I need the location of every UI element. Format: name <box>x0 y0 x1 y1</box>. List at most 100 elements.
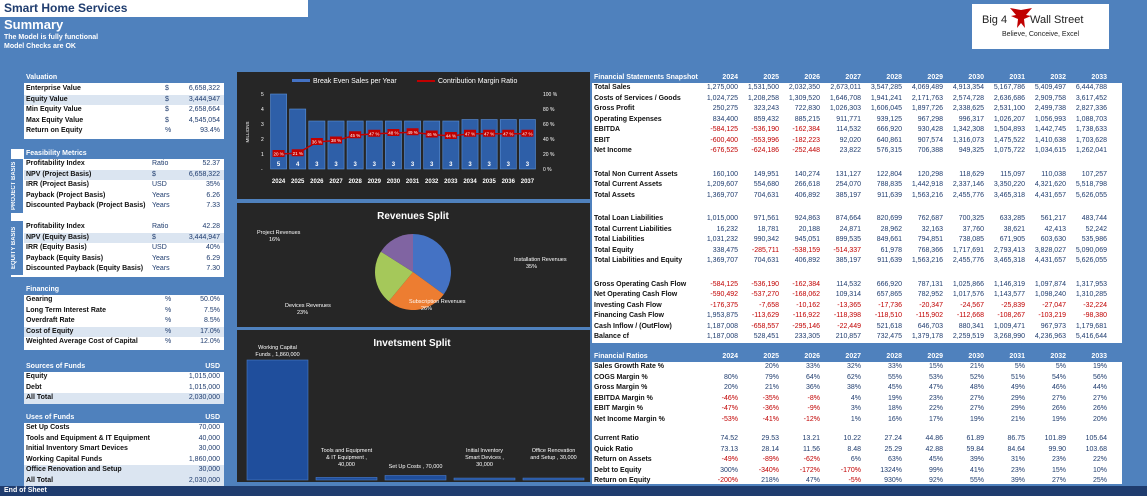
section-title: Sources of Funds <box>26 363 86 370</box>
metric-label: Tools and Equipment & IT Equipment <box>26 434 150 442</box>
row-label: Total Liabilities and Equity <box>594 257 683 264</box>
investment-split-svg: Invetsment Split Working Capital Funds , 1… <box>246 338 585 481</box>
metric-value: 2,030,000 <box>188 394 220 401</box>
cell-value: 29.53 <box>761 435 779 442</box>
metric-unit: $ <box>152 233 156 241</box>
slice-percent-label: 23% <box>297 310 308 316</box>
year-header: 2024 <box>722 353 738 360</box>
metric-row: IRR (Project Basis) USD 35% <box>24 180 224 191</box>
cell-value: -252,448 <box>792 147 820 154</box>
app-title: Smart Home Services <box>0 0 308 17</box>
margin-label-bg <box>291 149 304 157</box>
x-tick: 2032 <box>425 179 439 185</box>
metric-row: NPV (Project Basis) $6,658,322 <box>24 169 224 180</box>
cell-value: 1,026,303 <box>829 105 861 112</box>
x-tick: 2031 <box>406 179 420 185</box>
cell-value: 782,952 <box>917 291 943 298</box>
legend-label-bar: Break Even Sales per Year <box>313 78 397 85</box>
margin-data-label: 48 % <box>388 131 398 136</box>
metric-label: Payback (Equity Basis) <box>26 254 104 262</box>
table-row: Current Ratio 74.52 29.53 13.21 10.22 27.24 44… <box>592 435 1122 446</box>
cell-value: 54% <box>1051 373 1066 381</box>
table-row: Total Liabilities and Equity 1,369,707 704… <box>592 257 1122 268</box>
cell-value: 31% <box>1010 456 1025 463</box>
cell-value: 971,561 <box>753 215 779 222</box>
left-tick: - <box>261 167 263 173</box>
slice-name-label: Devices Revenues <box>285 303 331 309</box>
row-label: Net Operating Cash Flow <box>594 291 678 298</box>
metric-label: Profitability Index <box>26 160 85 167</box>
margin-data-label: 38 % <box>331 138 341 143</box>
cell-value: -103,219 <box>1038 312 1066 319</box>
cell-value: -5% <box>848 477 861 484</box>
row-label: Sales Growth Rate % <box>594 363 665 370</box>
metric-label: Enterprise Value <box>26 85 81 92</box>
cell-value: 16,232 <box>716 225 738 233</box>
cell-value: 61,978 <box>880 246 902 254</box>
cell-value: 26% <box>1051 405 1066 412</box>
cell-value: 911,771 <box>836 115 861 123</box>
row-label: Total Current Assets <box>594 181 663 188</box>
cell-value: 1,703,628 <box>1075 136 1107 144</box>
cell-value: 29% <box>1010 405 1025 412</box>
metric-unit: USD <box>152 181 167 188</box>
margin-label-bg <box>406 128 419 136</box>
cell-value: 5,167,786 <box>993 84 1025 91</box>
cell-value: 787,131 <box>917 280 943 288</box>
table-row: EBIT Margin % -47% -36% -9% 3% 18% 22% 27% 29% 26… <box>592 405 1122 416</box>
cell-value: 1,208,258 <box>747 94 779 102</box>
cell-value: 27% <box>969 405 984 412</box>
metric-row: Overdraft Rate% 8.5% <box>24 316 224 327</box>
cell-value: 1,369,707 <box>706 191 738 199</box>
cell-value: 103.68 <box>1085 445 1107 453</box>
metric-unit: % <box>165 327 172 335</box>
table-row: Debt to Equity 300% -340% -172% -170% 1324% 99… <box>592 467 1122 478</box>
metric-value: 40,000 <box>198 434 220 442</box>
cell-value: -176,375 <box>710 301 738 309</box>
cell-value: 738,085 <box>958 236 984 243</box>
metric-row: All Total 2,030,000 <box>24 393 224 404</box>
metric-unit: Years <box>152 202 170 209</box>
cell-value: 603,630 <box>1040 236 1066 243</box>
cell-value: 49% <box>1010 384 1025 391</box>
cell-value: 1,504,893 <box>993 126 1025 133</box>
cell-value: 4,069,489 <box>911 84 943 91</box>
row-label: Return on Equity <box>594 477 651 484</box>
cell-value: 2,499,738 <box>1034 105 1066 112</box>
metric-label: Set Up Costs <box>26 424 70 431</box>
metric-value: 4,545,054 <box>188 116 220 124</box>
cell-value: 6% <box>850 456 861 463</box>
margin-label-bg <box>310 138 323 145</box>
year-header: 2025 <box>763 353 779 360</box>
metric-unit: Years <box>152 191 170 199</box>
cell-value: 1,606,045 <box>870 105 902 112</box>
table-row: Total Liabilities 1,031,232 990,342 945,051… <box>592 236 1122 247</box>
cell-value: -36% <box>762 405 779 412</box>
slice-name-label: Subscription Revenues <box>409 299 466 305</box>
investment-bar <box>522 477 585 481</box>
cell-value: 21% <box>969 363 984 370</box>
section-unit: USD <box>205 363 220 370</box>
year-header: 2026 <box>804 353 820 360</box>
table-row: Total Assets 1,369,707 704,631 406,892 385,1… <box>592 192 1122 203</box>
metric-value: 35% <box>205 181 220 188</box>
year-header: 2028 <box>886 353 902 360</box>
cell-value: 1,369,707 <box>706 257 738 264</box>
table-row: EBITDA -584,125 -536,190 -162,384 114,532 666… <box>592 126 1122 137</box>
metric-row: Set Up Costs 70,000 <box>24 423 224 434</box>
cell-value: 27% <box>1051 394 1066 402</box>
table-row: Net Operating Cash Flow -590,492 -537,270 -… <box>592 291 1122 302</box>
chart-title: Invetsment Split <box>373 338 451 349</box>
end-of-sheet-bar: End of Sheet <box>0 486 1147 496</box>
x-tick: 2024 <box>272 179 286 185</box>
margin-label-bg <box>502 129 515 137</box>
cell-value: 19% <box>1092 363 1107 370</box>
break-even-bar <box>327 120 345 170</box>
cell-value: -538,159 <box>792 246 820 254</box>
cell-value: 3,465,318 <box>993 191 1025 199</box>
break-even-chart-svg: Break Even Sales per Year Contribution Ma… <box>245 78 558 185</box>
cell-value: 19% <box>969 415 984 423</box>
cell-value: 1,897,726 <box>911 105 943 112</box>
margin-label-bg <box>330 136 342 144</box>
row-label: EBIT Margin % <box>594 405 644 412</box>
